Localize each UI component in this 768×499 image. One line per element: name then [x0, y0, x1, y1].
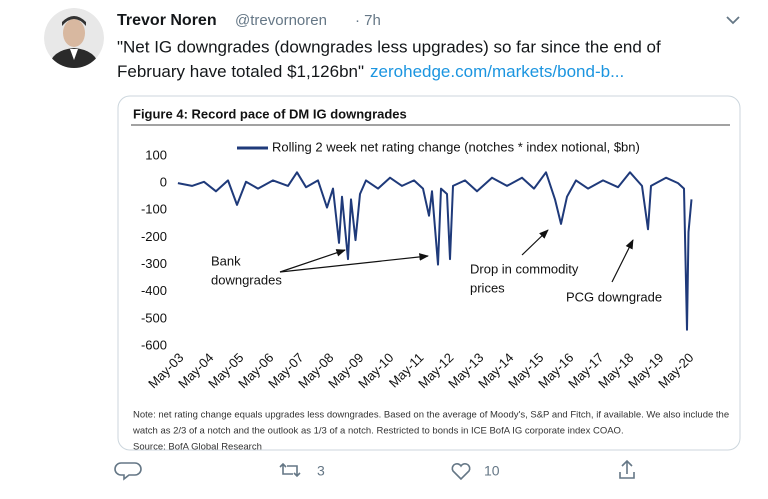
media-card[interactable]: [117, 95, 741, 451]
avatar[interactable]: [44, 8, 104, 70]
chart-note: Note: net rating change equals upgrades …: [133, 410, 729, 421]
reply-icon[interactable]: [114, 462, 142, 481]
annotation-arrow: [279, 249, 346, 273]
link[interactable]: zerohedge.com/markets/bond-b...: [370, 62, 624, 81]
chart-note: watch as 2/3 of a notch and the outlook …: [132, 426, 624, 437]
y-tick-label: 0: [160, 175, 167, 190]
chart-note: Source: BofA Global Research: [133, 442, 262, 453]
retweet-icon[interactable]: [279, 462, 301, 478]
y-tick-label: -500: [141, 310, 167, 325]
y-tick-label: -200: [141, 229, 167, 244]
annotation-arrow: [279, 253, 429, 273]
share-icon[interactable]: [619, 459, 635, 479]
like-icon[interactable]: [451, 462, 471, 481]
annotation: Drop in commodity: [470, 261, 579, 276]
user-handle[interactable]: @trevornoren: [235, 12, 327, 29]
chart-title: Figure 4: Record pace of DM IG downgrade…: [133, 106, 407, 121]
tweet-text: February have totaled $1,126bn" zerohedge…: [117, 62, 624, 81]
y-tick-label: -300: [141, 256, 167, 271]
data-line: [177, 171, 693, 331]
tweet-text: "Net IG downgrades (downgrades less upgr…: [117, 37, 661, 56]
y-tick-label: -100: [141, 202, 167, 217]
legend-label: Rolling 2 week net rating change (notche…: [272, 139, 640, 154]
user-name[interactable]: Trevor Noren: [117, 12, 217, 29]
annotation: PCG downgrade: [566, 289, 662, 304]
annotation: downgrades: [211, 272, 282, 287]
annotation-arrow: [611, 239, 634, 283]
y-tick-label: 100: [145, 147, 167, 162]
y-tick-label: -600: [141, 337, 167, 352]
tweet-text: February have totaled $1,126bn": [117, 62, 364, 81]
like-count: 10: [484, 463, 500, 479]
actions: [114, 459, 635, 481]
menu-chevron[interactable]: [726, 16, 740, 25]
retweet-count: 3: [317, 463, 325, 479]
timestamp[interactable]: · 7h: [355, 12, 381, 29]
annotation-arrow: [521, 229, 549, 256]
y-tick-label: -400: [141, 283, 167, 298]
annotation: prices: [470, 280, 505, 295]
annotation: Bank: [211, 253, 241, 268]
